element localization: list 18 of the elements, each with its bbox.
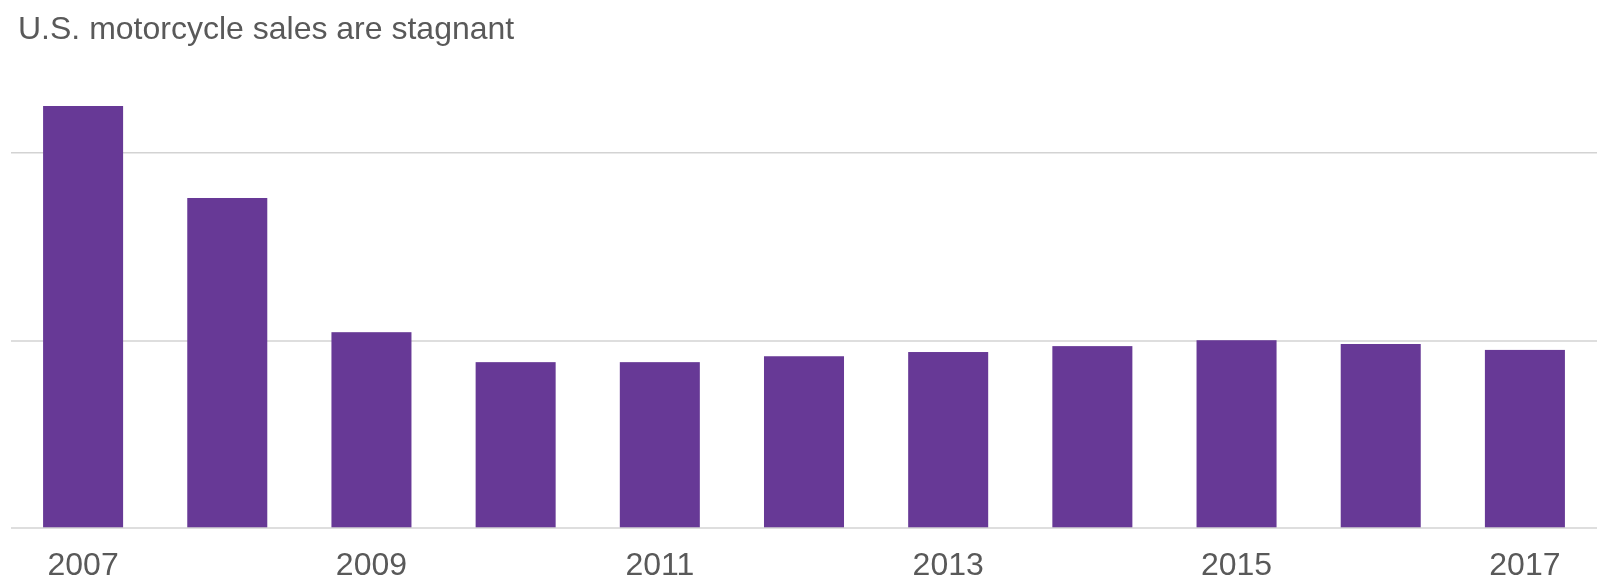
bar <box>619 362 700 528</box>
x-tick-label: 2017 <box>1489 546 1561 582</box>
chart-title: U.S. motorcycle sales are stagnant <box>18 10 515 46</box>
x-tick-label: 2013 <box>912 546 984 582</box>
bar <box>908 352 989 528</box>
bar <box>1340 344 1421 528</box>
x-tick-label: 2009 <box>335 546 408 582</box>
bar <box>1196 340 1277 528</box>
bar <box>763 356 845 528</box>
x-tick-label: 2015 <box>1200 546 1273 582</box>
bar <box>1484 349 1565 528</box>
bar <box>1052 346 1133 528</box>
bar <box>187 198 268 528</box>
bar <box>475 362 556 528</box>
x-tick-label: 2011 <box>625 546 695 582</box>
x-tick-label: 2007 <box>47 546 119 582</box>
bar <box>43 106 124 528</box>
bar <box>331 332 412 528</box>
